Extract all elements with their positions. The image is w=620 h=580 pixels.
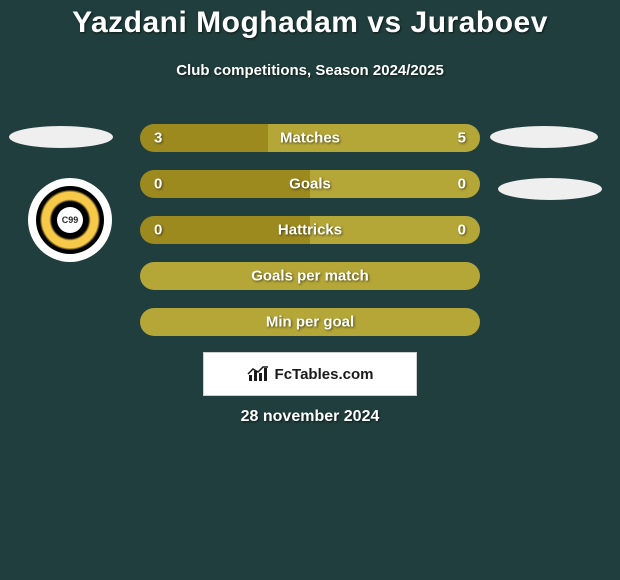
stat-value-right: 5 [458, 130, 466, 147]
stat-value-left: 3 [154, 130, 162, 147]
page-title: Yazdani Moghadam vs Juraboev [0, 6, 620, 40]
player-right-photo-placeholder-2 [498, 178, 602, 200]
brand-box: FcTables.com [203, 352, 417, 396]
stat-value-right: 0 [458, 176, 466, 193]
player-left-photo-placeholder [9, 126, 113, 148]
date-text: 28 november 2024 [0, 408, 620, 426]
stat-row-hattricks: 0 0 Hattricks [140, 216, 480, 244]
stat-value-left: 0 [154, 222, 162, 239]
club-badge-left: C99 [28, 178, 112, 262]
stat-value-left: 0 [154, 176, 162, 193]
stat-label: Goals [289, 176, 331, 193]
brand-text: FcTables.com [275, 366, 374, 383]
page-subtitle: Club competitions, Season 2024/2025 [0, 62, 620, 79]
stat-bar-right [310, 170, 480, 198]
stat-label: Goals per match [251, 268, 369, 285]
player-right-photo-placeholder-1 [490, 126, 598, 148]
stat-row-goals-per-match: Goals per match [140, 262, 480, 290]
comparison-infographic: Yazdani Moghadam vs Juraboev Club compet… [0, 0, 620, 580]
stat-row-min-per-goal: Min per goal [140, 308, 480, 336]
stat-bar-left [140, 170, 310, 198]
stat-label: Hattricks [278, 222, 342, 239]
chart-icon [247, 365, 269, 383]
club-badge-art: C99 [36, 186, 104, 254]
club-badge-label: C99 [57, 207, 83, 233]
stat-label: Min per goal [266, 314, 354, 331]
stat-value-right: 0 [458, 222, 466, 239]
stat-label: Matches [280, 130, 340, 147]
stat-row-goals: 0 0 Goals [140, 170, 480, 198]
stat-row-matches: 3 5 Matches [140, 124, 480, 152]
